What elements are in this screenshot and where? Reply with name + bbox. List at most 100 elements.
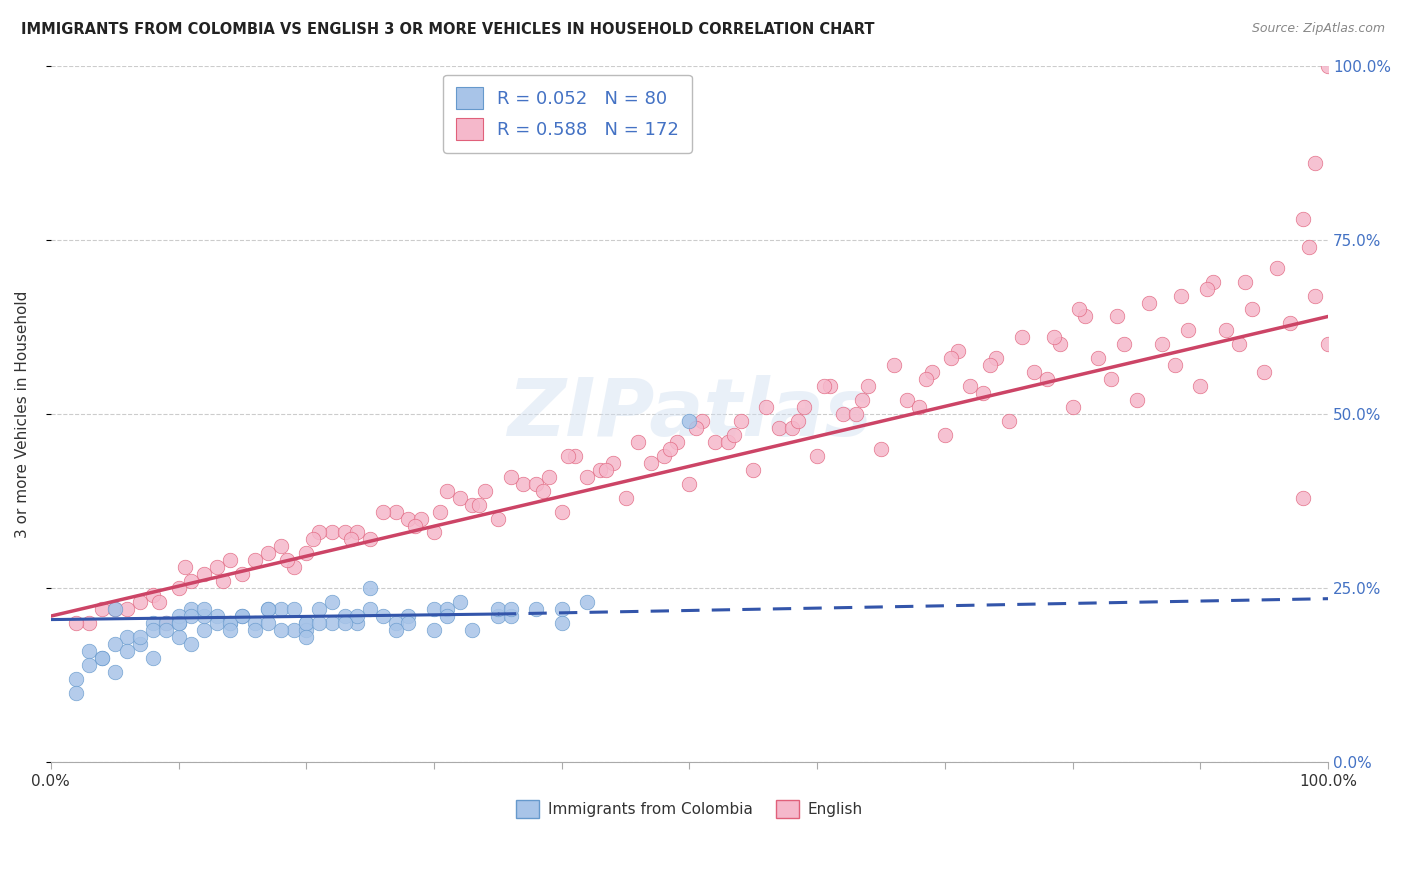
Point xyxy=(461,623,484,637)
Point xyxy=(1125,393,1147,408)
Point xyxy=(1011,330,1033,344)
Point xyxy=(436,602,458,616)
Point xyxy=(117,644,139,658)
Point xyxy=(818,379,841,393)
Point xyxy=(180,609,202,624)
Point xyxy=(295,616,318,631)
Point xyxy=(283,602,305,616)
Point xyxy=(398,616,420,631)
Point xyxy=(972,386,994,401)
Point xyxy=(346,609,368,624)
Point xyxy=(142,616,165,631)
Point xyxy=(1107,310,1129,324)
Point xyxy=(640,456,662,470)
Point xyxy=(321,525,343,540)
Point xyxy=(346,616,368,631)
Point xyxy=(551,505,574,519)
Point xyxy=(65,686,87,700)
Point xyxy=(257,602,280,616)
Point xyxy=(65,672,87,686)
Point xyxy=(461,498,484,512)
Text: ZIPatlas: ZIPatlas xyxy=(508,375,872,453)
Point xyxy=(1234,275,1257,289)
Point xyxy=(1265,260,1288,275)
Point xyxy=(436,483,458,498)
Point xyxy=(1062,400,1084,414)
Point xyxy=(245,623,267,637)
Point xyxy=(474,483,496,498)
Point xyxy=(155,616,177,631)
Point xyxy=(768,421,790,435)
Point xyxy=(167,616,190,631)
Point xyxy=(321,595,343,609)
Point xyxy=(1305,288,1327,302)
Point xyxy=(295,623,318,637)
Point xyxy=(180,574,202,589)
Point xyxy=(896,393,918,408)
Point xyxy=(180,637,202,651)
Point xyxy=(717,434,740,449)
Point xyxy=(429,505,451,519)
Point xyxy=(205,609,228,624)
Point xyxy=(129,630,152,644)
Point xyxy=(411,511,433,525)
Point xyxy=(283,560,305,574)
Point xyxy=(384,505,406,519)
Point xyxy=(998,414,1021,428)
Point xyxy=(1137,295,1160,310)
Point xyxy=(576,469,599,483)
Point xyxy=(167,609,190,624)
Point xyxy=(1042,330,1064,344)
Point xyxy=(384,616,406,631)
Point xyxy=(858,379,880,393)
Point xyxy=(205,560,228,574)
Point xyxy=(117,630,139,644)
Point xyxy=(844,407,866,421)
Point xyxy=(212,574,235,589)
Point xyxy=(167,581,190,595)
Point xyxy=(308,602,330,616)
Point xyxy=(77,657,100,672)
Point xyxy=(524,602,547,616)
Point xyxy=(148,595,170,609)
Point xyxy=(678,414,700,428)
Point xyxy=(301,533,323,547)
Point xyxy=(359,581,381,595)
Point xyxy=(174,560,197,574)
Point xyxy=(1099,372,1122,386)
Point xyxy=(512,476,534,491)
Point xyxy=(193,567,215,582)
Point xyxy=(946,344,969,359)
Point xyxy=(1164,358,1187,372)
Point xyxy=(180,602,202,616)
Point xyxy=(155,623,177,637)
Point xyxy=(218,553,240,567)
Point xyxy=(142,623,165,637)
Y-axis label: 3 or more Vehicles in Household: 3 or more Vehicles in Household xyxy=(15,290,30,538)
Point xyxy=(218,616,240,631)
Point xyxy=(167,616,190,631)
Point xyxy=(1253,365,1275,379)
Point xyxy=(690,414,713,428)
Point xyxy=(308,616,330,631)
Point xyxy=(831,407,853,421)
Point xyxy=(276,553,298,567)
Point xyxy=(423,525,446,540)
Point xyxy=(270,540,292,554)
Point xyxy=(117,602,139,616)
Point xyxy=(333,525,356,540)
Point xyxy=(398,511,420,525)
Point xyxy=(486,609,509,624)
Point xyxy=(104,665,127,679)
Point xyxy=(231,609,253,624)
Point xyxy=(908,400,931,414)
Point xyxy=(486,602,509,616)
Point xyxy=(1317,337,1340,351)
Point xyxy=(359,533,381,547)
Point xyxy=(404,518,426,533)
Point xyxy=(218,623,240,637)
Point xyxy=(551,602,574,616)
Point xyxy=(557,449,579,463)
Point xyxy=(813,379,835,393)
Point xyxy=(231,567,253,582)
